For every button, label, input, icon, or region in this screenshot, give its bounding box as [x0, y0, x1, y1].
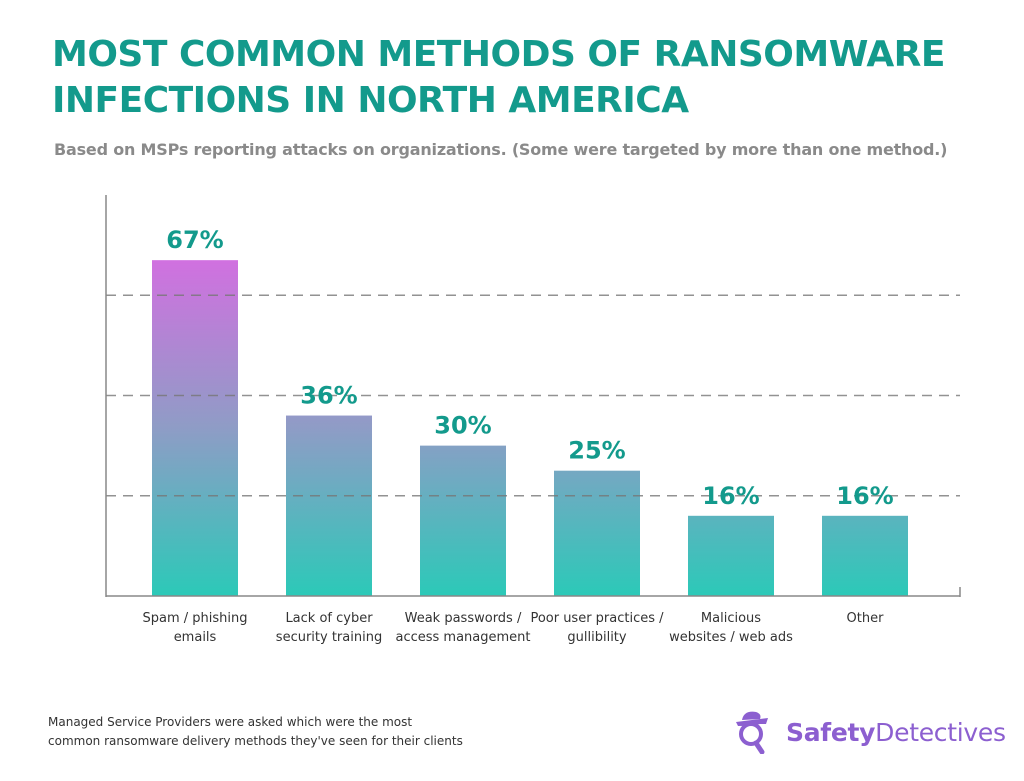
category-label-line: Malicious [701, 611, 761, 626]
category-label-line: Weak passwords / [405, 611, 522, 626]
category-label-line: Poor user practices / [530, 611, 664, 626]
bar-0 [152, 260, 238, 596]
category-label-5: Other [847, 611, 885, 626]
category-label-1: Lack of cyber security training [276, 611, 382, 645]
data-label-1: 36% [300, 382, 357, 410]
bar-4 [688, 515, 774, 596]
data-label-2: 30% [434, 412, 491, 440]
category-label-3: Poor user practices / gullibility [530, 611, 664, 645]
bar-1 [286, 415, 372, 596]
category-label-line: security training [276, 630, 382, 645]
logo-text-bold: Safety [786, 717, 876, 747]
category-label-0: Spam / phishing emails [143, 611, 248, 645]
bar-5 [822, 515, 908, 596]
category-label-2: Weak passwords / access management [395, 611, 530, 645]
bar-3 [554, 470, 640, 596]
category-label-line: emails [174, 630, 217, 645]
category-label-line: Other [847, 611, 885, 626]
logo-text-light: Detectives [875, 717, 1006, 747]
data-label-5: 16% [836, 482, 893, 510]
category-label-line: Spam / phishing [143, 611, 248, 626]
chart-title: MOST COMMON METHODS OF RANSOMWARE INFECT… [52, 34, 946, 121]
category-label-line: access management [395, 630, 530, 645]
data-label-4: 16% [702, 482, 759, 510]
safety-detectives-logo: SafetyDetectives [732, 710, 1006, 754]
chart-subtitle: Based on MSPs reporting attacks on organ… [54, 140, 948, 159]
category-label-4: Malicious websites / web ads [669, 611, 793, 645]
footnote: Managed Service Providers were asked whi… [48, 715, 463, 748]
data-label-0: 67% [166, 226, 223, 254]
category-label-line: gullibility [567, 630, 627, 645]
data-label-3: 25% [568, 437, 625, 465]
category-label-line: websites / web ads [669, 630, 793, 645]
category-label-line: Lack of cyber [285, 611, 373, 626]
detective-hat-magnifier-icon [736, 711, 768, 754]
bar-2 [420, 445, 506, 596]
